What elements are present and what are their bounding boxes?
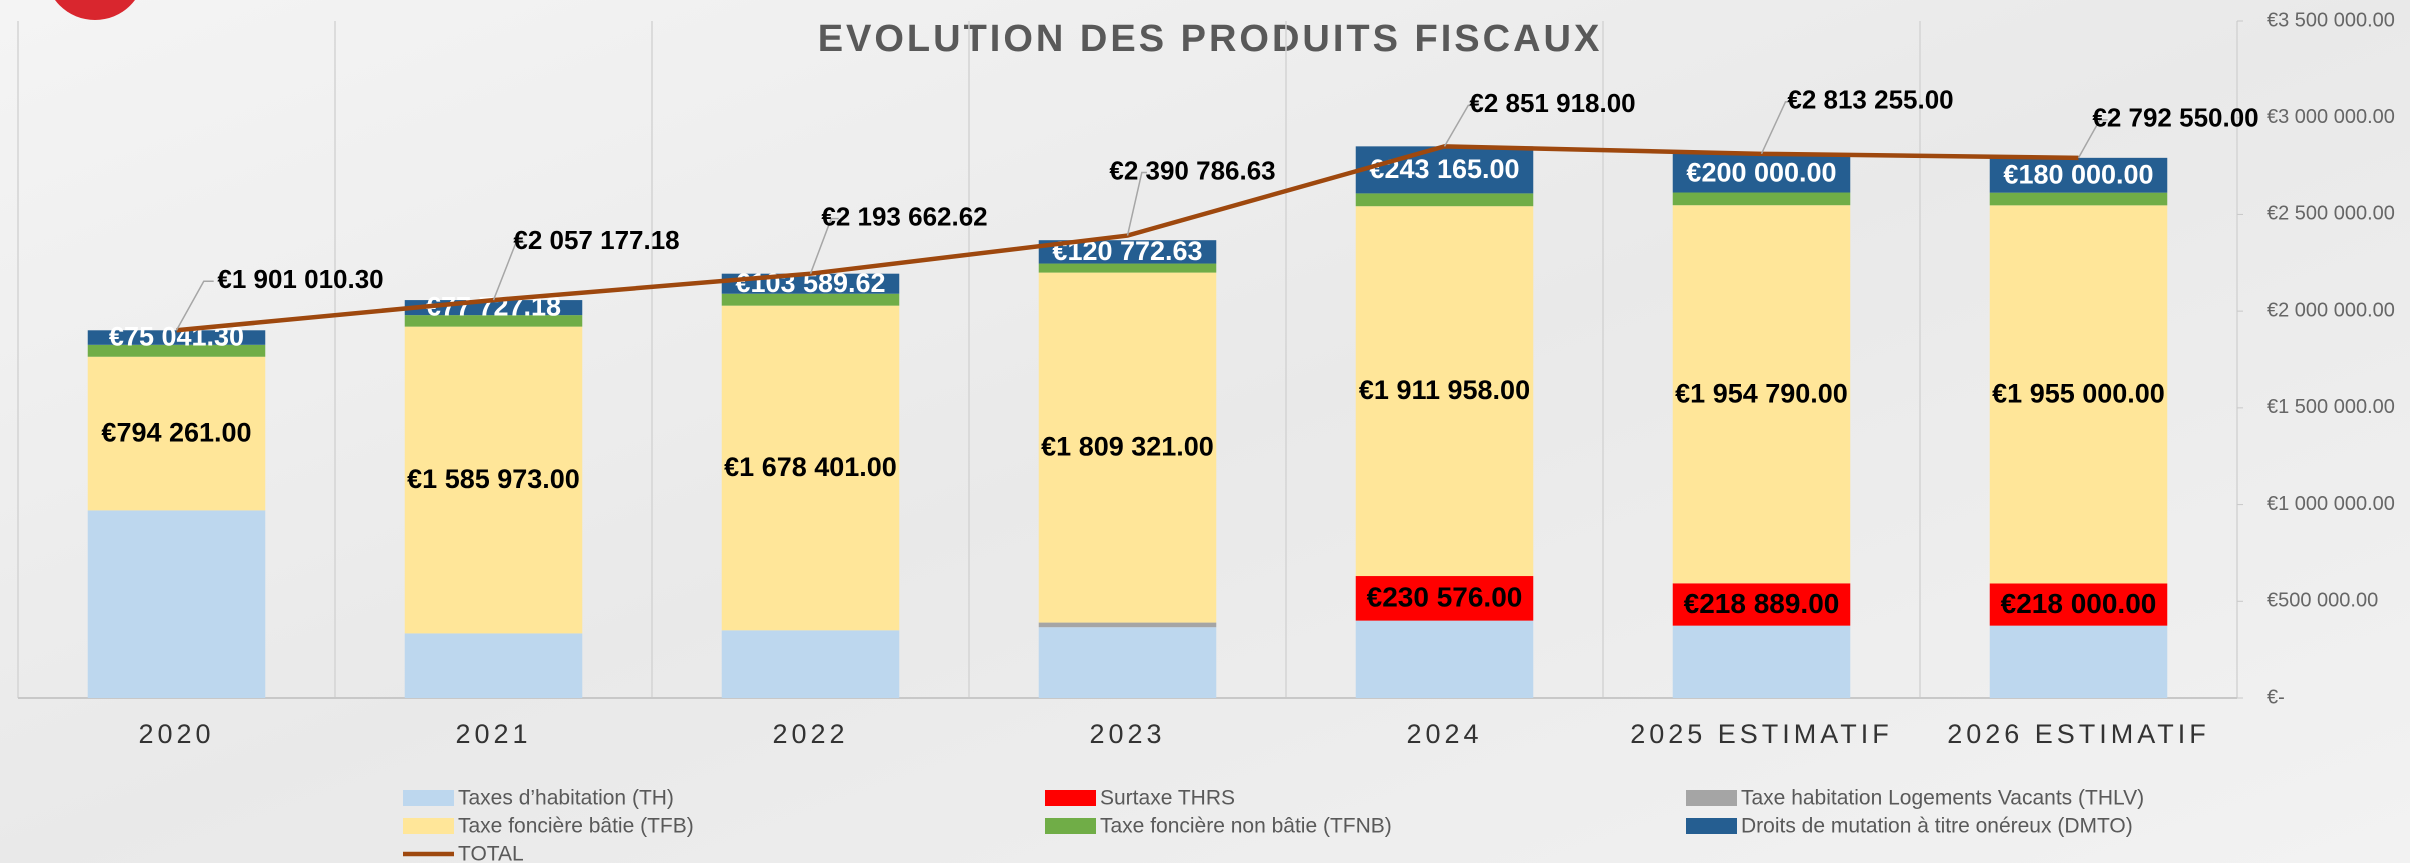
legend-swatch (403, 790, 454, 806)
bar-segment (1038, 263, 1217, 273)
bar-segment (1672, 205, 1851, 584)
total-label: €2 813 255.00 (1787, 85, 1953, 115)
x-tick-label: 2021 (455, 719, 531, 749)
legend-swatch (1686, 790, 1737, 806)
legend-swatch (1045, 818, 1096, 834)
bar-segment (1989, 157, 2168, 193)
legend-label: Droits de mutation à titre onéreux (DMTO… (1741, 815, 2133, 838)
data-label: €180 000.00 (2003, 159, 2153, 189)
total-label: €2 193 662.62 (821, 202, 987, 232)
bar-segment (1355, 620, 1534, 698)
bar-segment (87, 344, 266, 357)
leader-line (1126, 171, 1147, 236)
total-label: €2 390 786.63 (1109, 155, 1275, 185)
leader-line (809, 217, 839, 274)
bar-segment (1672, 153, 1851, 193)
total-label: €2 057 177.18 (513, 225, 679, 255)
chart-title: EVOLUTION DES PRODUITS FISCAUX (818, 18, 1603, 60)
data-label: €1 585 973.00 (407, 464, 580, 494)
bar-segment (1672, 625, 1851, 698)
bar-segment (1038, 622, 1217, 628)
y-tick-label: €2 500 000.00 (2267, 203, 2395, 225)
leader-line (1760, 101, 1795, 155)
x-tick-label: 2020 (138, 719, 214, 749)
data-label: €218 889.00 (1684, 588, 1840, 619)
total-label: €1 901 010.30 (217, 264, 383, 294)
y-tick-label: €500 000.00 (2267, 590, 2378, 612)
data-label: €1 678 401.00 (724, 452, 897, 482)
x-tick-label: 2025 ESTIMATIF (1630, 719, 1893, 749)
legend-label: Taxe habitation Logements Vacants (THLV) (1741, 787, 2144, 810)
x-tick-label: 2022 (772, 719, 848, 749)
data-label: €1 911 958.00 (1359, 375, 1530, 405)
bar-segment (1672, 192, 1851, 206)
bar-segment (1989, 625, 2168, 698)
x-tick-label: 2026 ESTIMATIF (1947, 719, 2210, 749)
leader-line (1443, 104, 1477, 147)
y-tick-label: €2 000 000.00 (2267, 299, 2395, 321)
bar-segment (1989, 205, 2168, 584)
bar-segment (1355, 146, 1534, 194)
legend-label: Taxe foncière bâtie (TFB) (458, 815, 694, 838)
bar-segment (721, 305, 900, 631)
y-tick-label: €1 000 000.00 (2267, 493, 2395, 515)
bar-segment (87, 330, 266, 345)
bar-segment (1355, 576, 1534, 621)
legend-swatch (403, 818, 454, 834)
y-tick-label: €- (2267, 686, 2285, 708)
bar-segment (404, 633, 583, 698)
bar-segment (404, 326, 583, 634)
y-tick-label: €3 000 000.00 (2267, 106, 2395, 128)
bar-segment (721, 630, 900, 698)
bar-segment (1355, 193, 1534, 207)
y-tick-label: €3 500 000.00 (2267, 9, 2395, 31)
data-label: €243 165.00 (1369, 154, 1519, 184)
data-label: €218 000.00 (2001, 588, 2157, 619)
bar-segment (1989, 192, 2168, 206)
legend-swatch (1045, 790, 1096, 806)
bar-segment (87, 510, 266, 698)
bar-segment (1038, 240, 1217, 264)
bar-segment (87, 356, 266, 511)
bar-segment (1038, 272, 1217, 623)
logo-mark (55, 0, 135, 20)
data-label: €1 954 790.00 (1675, 378, 1848, 408)
data-label: €230 576.00 (1367, 582, 1523, 613)
total-label: €2 851 918.00 (1469, 88, 1635, 118)
data-label: €1 809 321.00 (1041, 432, 1214, 462)
data-label: €1 955 000.00 (1992, 379, 2165, 409)
total-label: €2 792 550.00 (2092, 103, 2258, 133)
legend-label: Surtaxe THRS (1100, 787, 1235, 810)
legend-label: Taxe foncière non bâtie (TFNB) (1100, 815, 1392, 838)
bar-segment (1989, 583, 2168, 626)
bar-segment (1355, 206, 1534, 577)
bar-segment (1672, 583, 1851, 626)
data-label: €200 000.00 (1686, 157, 1836, 187)
leader-line (492, 241, 525, 301)
y-tick-label: €1 500 000.00 (2267, 396, 2395, 418)
bar-segment (721, 293, 900, 306)
legend-label: Taxes d’habitation (TH) (458, 787, 674, 810)
bar-segment (1038, 627, 1217, 698)
leader-line (175, 280, 214, 331)
leader-line (2077, 119, 2108, 159)
legend-label: TOTAL (458, 843, 524, 863)
bar-segment (404, 315, 583, 327)
data-label: €794 261.00 (101, 418, 251, 448)
x-tick-label: 2024 (1406, 719, 1482, 749)
x-tick-label: 2023 (1089, 719, 1165, 749)
legend-swatch (1686, 818, 1737, 834)
